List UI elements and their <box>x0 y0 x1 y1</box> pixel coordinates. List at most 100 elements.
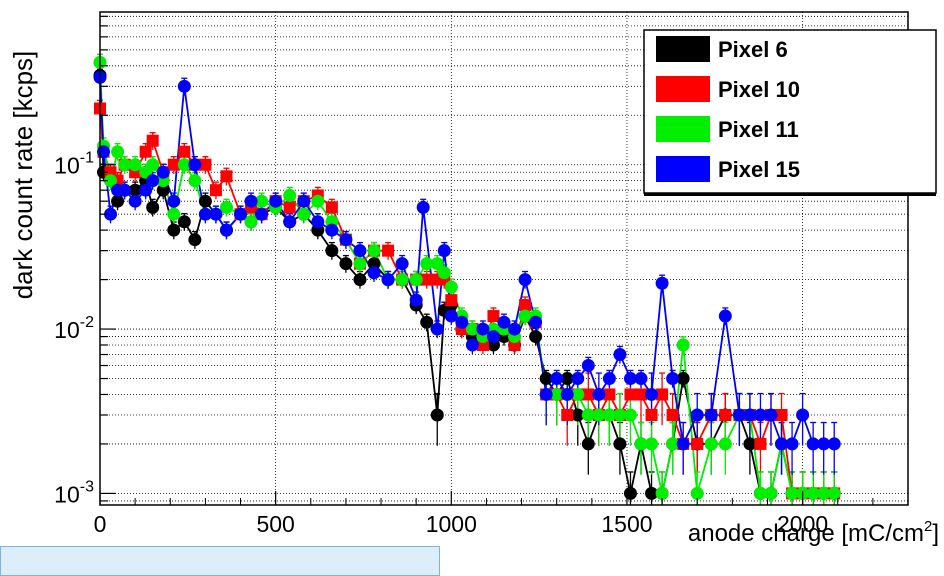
data-point <box>719 408 732 421</box>
data-point <box>146 200 160 214</box>
data-point <box>581 359 595 373</box>
legend-label: Pixel 11 <box>718 117 799 142</box>
data-point <box>571 372 585 386</box>
legend-label: Pixel 15 <box>718 157 800 182</box>
data-point <box>283 215 297 229</box>
data-point <box>645 486 659 500</box>
data-point <box>539 372 553 386</box>
data-point <box>198 207 212 221</box>
x-axis-label: anode charge [mC/cm2] <box>688 518 939 547</box>
data-point <box>785 486 799 500</box>
data-point <box>367 244 381 258</box>
data-point <box>753 486 767 500</box>
data-point <box>128 158 142 172</box>
data-point <box>571 408 585 422</box>
data-point <box>775 437 789 451</box>
data-point <box>111 194 125 208</box>
data-point <box>732 408 746 422</box>
data-point <box>676 437 690 451</box>
data-point <box>560 387 574 401</box>
data-points <box>93 55 841 500</box>
data-point <box>613 437 627 451</box>
data-point <box>297 207 311 221</box>
data-point <box>465 338 479 352</box>
data-point <box>416 200 430 214</box>
data-point <box>518 273 532 287</box>
data-point <box>188 158 202 172</box>
x-axis-label-end: ] <box>932 520 939 547</box>
data-point <box>220 170 233 183</box>
legend-swatch <box>656 156 710 182</box>
data-point <box>508 322 522 336</box>
data-point <box>592 387 606 401</box>
data-point <box>395 257 409 271</box>
data-point <box>827 486 841 500</box>
data-point <box>613 348 627 362</box>
data-point <box>104 207 118 221</box>
data-point <box>444 280 458 294</box>
data-point <box>645 387 659 401</box>
x-tick-label: 2000 <box>777 511 828 537</box>
data-point <box>718 437 732 451</box>
data-point <box>656 388 669 401</box>
data-point <box>111 145 125 159</box>
data-point <box>775 408 788 421</box>
data-point <box>420 273 433 286</box>
data-point <box>487 310 500 323</box>
data-point <box>561 408 574 421</box>
data-point <box>560 372 574 386</box>
data-point <box>623 486 637 500</box>
data-point <box>634 437 648 451</box>
data-point <box>806 437 820 451</box>
legend-entry-pixel-15: Pixel 15 <box>656 156 800 182</box>
data-point <box>676 338 690 352</box>
x-axis-label-superscript: 2 <box>924 518 932 535</box>
data-point <box>339 257 353 271</box>
data-point <box>283 201 296 214</box>
data-point <box>167 223 181 237</box>
data-point <box>128 183 142 197</box>
data-point <box>486 330 500 344</box>
data-point <box>420 315 434 329</box>
data-point <box>167 194 181 208</box>
data-point <box>602 372 616 386</box>
data-point <box>550 387 564 401</box>
x-tick-label: 500 <box>256 511 294 537</box>
data-point <box>118 158 132 172</box>
data-point <box>325 201 338 214</box>
data-point <box>209 207 223 221</box>
data-point <box>676 372 690 386</box>
chart: 0 500 1000 1500 2000 10-1 10-2 10-3 dark count… <box>8 11 939 547</box>
x-tick-labels: 0 500 1000 1500 2000 <box>94 511 829 537</box>
data-point <box>209 184 222 197</box>
data-point <box>325 244 339 258</box>
data-point <box>139 183 153 197</box>
data-point <box>167 158 180 171</box>
data-point <box>623 372 637 386</box>
data-point <box>188 174 202 188</box>
data-point <box>255 207 269 221</box>
data-point <box>592 408 606 422</box>
data-point <box>785 437 799 451</box>
data-point <box>234 207 248 221</box>
data-point <box>465 322 479 336</box>
data-point <box>581 437 595 451</box>
x-tick-label: 0 <box>94 511 107 537</box>
plot-border <box>99 11 909 506</box>
data-point <box>420 257 434 271</box>
data-point <box>219 223 233 237</box>
data-point <box>603 388 616 401</box>
legend-swatch <box>656 36 710 62</box>
data-point <box>704 408 718 422</box>
data-point <box>178 145 191 158</box>
data-point <box>613 408 627 422</box>
data-point <box>395 273 409 287</box>
data-point <box>156 165 170 179</box>
data-point <box>634 372 648 386</box>
legend-label: Pixel 6 <box>718 37 788 62</box>
data-point <box>764 408 778 422</box>
axis-ticks <box>99 15 909 505</box>
data-point <box>476 322 490 336</box>
data-point <box>409 293 423 307</box>
data-point <box>146 174 160 188</box>
